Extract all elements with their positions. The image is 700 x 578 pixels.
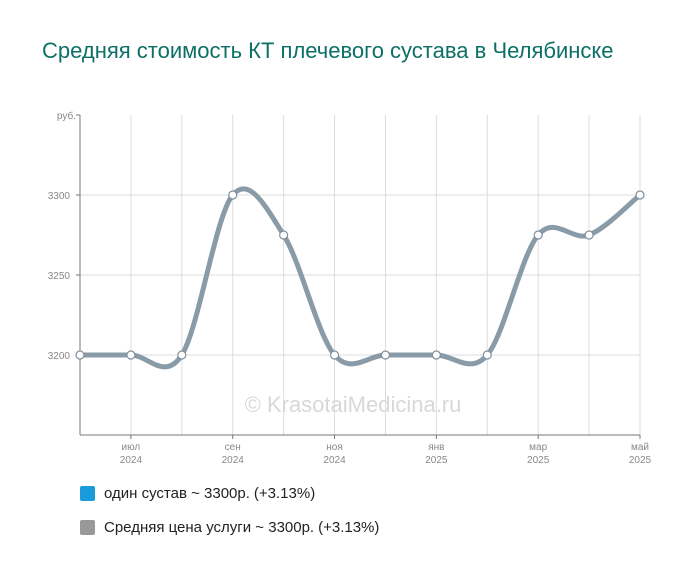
data-point [635,190,645,200]
legend-item-single-joint[interactable]: один сустав ~ 3300р. (+3.13%) [80,484,379,502]
x-tick-label-year: 2024 [120,455,143,466]
axes [76,114,641,439]
legend-swatch-gray [80,519,95,535]
legend-item-average-price[interactable]: Средняя цена услуги ~ 3300р. (+3.13%) [80,518,379,536]
y-tick-label: 3300 [48,191,71,202]
x-tick-label-year: 2025 [629,455,652,466]
data-point [75,350,85,360]
x-tick-label-year: 2025 [527,455,550,466]
data-point [279,230,289,240]
series-line [77,186,643,370]
x-tick-label-month: ноя [326,442,343,453]
data-point [228,190,238,200]
legend-change: (+3.13%) [253,484,316,502]
y-tick-label: 3250 [48,271,71,282]
x-tick-label-month: сен [225,442,241,453]
x-tick-labels: июл 2024 сен 2024 ноя 2024 янв 2025 мар 2025 май 20… [120,442,652,466]
chart-title: Средняя стоимость КТ плечевого сустава в… [42,38,614,63]
x-tick-label-month: июл [122,442,141,453]
x-tick-label-year: 2024 [222,455,245,466]
legend-label: один сустав ~ 3300р. [104,484,250,502]
data-point [431,350,441,360]
legend-change: (+3.13%) [318,518,380,536]
x-tick-label-year: 2024 [323,455,346,466]
data-point [584,230,594,240]
grid-lines [80,115,641,435]
data-point [329,350,340,360]
y-axis-unit-label: руб. [57,110,76,122]
data-point [177,350,187,360]
watermark: © KrasotaiMedicina.ru [245,392,462,417]
data-point [533,230,543,240]
legend: один сустав ~ 3300р. (+3.13%) Средняя це… [80,484,379,552]
x-tick-label-month: янв [428,442,444,453]
x-tick-label-month: май [631,442,649,453]
data-point [126,350,136,360]
x-tick-label-month: мар [529,442,547,453]
data-point [482,350,492,360]
y-tick-labels: 3200 3250 3300 руб. [48,110,76,362]
line-chart: © KrasotaiMedicina.ru 3200 3250 3300 руб. и… [48,110,652,466]
data-point [380,350,391,360]
legend-swatch-blue [80,485,95,501]
y-tick-label: 3200 [48,351,71,362]
data-points [75,190,645,360]
x-tick-label-year: 2025 [425,455,448,466]
series [77,186,643,370]
legend-label: Средняя цена услуги ~ 3300р. [104,518,315,536]
